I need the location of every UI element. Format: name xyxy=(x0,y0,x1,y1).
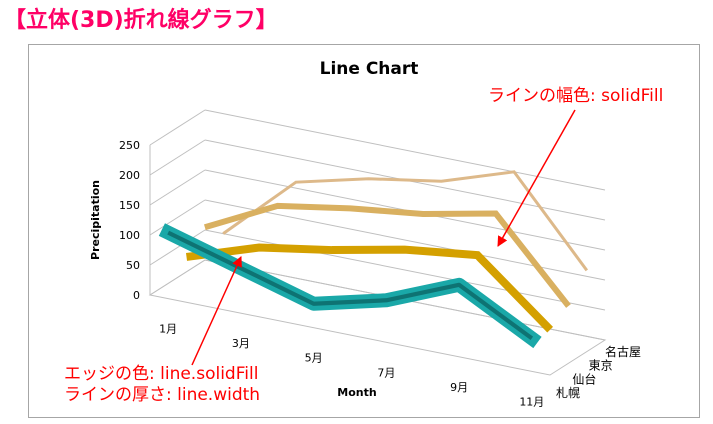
x-tick-label-0: 1月 xyxy=(159,323,177,336)
gridline-back-5 xyxy=(204,109,606,191)
data-point-0-5 xyxy=(531,338,532,339)
data-point-1-5 xyxy=(550,329,551,330)
data-point-3-2 xyxy=(368,178,369,179)
data-point-0-1 xyxy=(240,268,241,269)
series-1 xyxy=(185,243,554,333)
y-tick-label-1: 50 xyxy=(126,259,140,272)
x-tick-label-5: 11月 xyxy=(519,395,544,408)
data-point-2-0 xyxy=(204,227,205,228)
chart-floor xyxy=(148,259,607,376)
data-point-0-2 xyxy=(313,303,314,304)
chart-title: Line Chart xyxy=(320,59,419,79)
x-tick-label-4: 9月 xyxy=(450,381,468,394)
data-point-1-0 xyxy=(186,256,187,257)
data-point-0-4 xyxy=(459,284,460,285)
data-point-3-3 xyxy=(441,181,442,182)
y-tick-label-2: 100 xyxy=(119,229,140,242)
y-tick-label-5: 250 xyxy=(119,139,140,152)
data-point-2-4 xyxy=(495,213,496,214)
gridline-side-1 xyxy=(149,229,206,266)
series-label-1: 仙台 xyxy=(572,371,596,386)
y-tick-label-3: 150 xyxy=(119,199,140,212)
gridline-side-4 xyxy=(149,139,206,176)
series-line-1 xyxy=(185,243,554,333)
series-0 xyxy=(158,223,542,349)
chart-frame xyxy=(28,44,700,418)
y-tick-label-4: 200 xyxy=(119,169,140,182)
annotation-arrow-edge xyxy=(191,256,242,366)
data-point-2-1 xyxy=(277,205,278,206)
annotation-line-width: ラインの厚さ: line.width xyxy=(64,385,260,405)
annotation-arrow-line-fill xyxy=(497,109,576,247)
y-axis-label: Precipitation xyxy=(89,180,102,260)
series-3 xyxy=(222,170,589,272)
data-point-1-3 xyxy=(404,249,405,250)
y-tick-label-0: 0 xyxy=(133,289,140,302)
series-edge-0 xyxy=(167,230,534,341)
data-point-2-3 xyxy=(423,213,424,214)
annotation-edge-color: エッジの色: line.solidFill xyxy=(64,364,258,384)
series-label-3: 名古屋 xyxy=(605,344,641,359)
x-tick-label-2: 5月 xyxy=(305,352,323,365)
gridline-side-3 xyxy=(149,169,206,206)
series-layer xyxy=(158,170,589,349)
data-point-0-0 xyxy=(168,232,169,233)
y-axis-ticks: 0 50 100 150 200 250 xyxy=(119,139,140,302)
page-heading: 【立体(3D)折れ線グラフ】 xyxy=(4,8,278,33)
x-axis-label: Month xyxy=(337,386,376,399)
data-point-3-0 xyxy=(223,233,224,234)
series-label-0: 札幌 xyxy=(556,385,580,400)
gridline-side-5 xyxy=(149,109,206,146)
data-point-3-5 xyxy=(586,270,587,271)
data-point-0-3 xyxy=(386,300,387,301)
gridline-back-1 xyxy=(204,229,606,311)
data-point-1-4 xyxy=(477,255,478,256)
data-point-1-1 xyxy=(259,247,260,248)
x-tick-label-1: 3月 xyxy=(232,337,250,350)
data-point-3-1 xyxy=(295,182,296,183)
x-axis-ticks: 1月 3月 5月 7月 9月 11月 xyxy=(159,323,544,409)
gridline-side-2 xyxy=(149,199,206,236)
series-line-3 xyxy=(222,170,589,272)
data-point-1-2 xyxy=(331,250,332,251)
data-point-2-2 xyxy=(350,208,351,209)
x-tick-label-3: 7月 xyxy=(377,366,395,379)
data-point-3-4 xyxy=(514,171,515,172)
data-point-2-5 xyxy=(568,306,569,307)
series-label-2: 東京 xyxy=(589,359,613,373)
annotation-line-fill: ラインの幅色: solidFill xyxy=(488,86,663,106)
